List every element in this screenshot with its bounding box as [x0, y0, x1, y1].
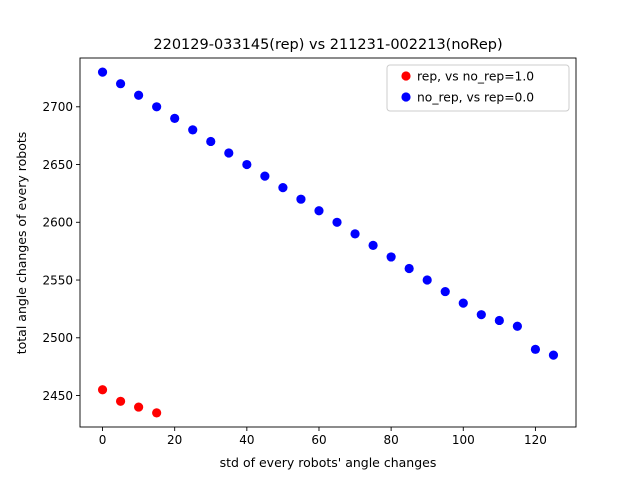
legend-marker-series-0: [401, 71, 411, 81]
data-point-series-1: [386, 252, 396, 262]
data-point-series-0: [115, 396, 126, 406]
x-tick-label: 60: [311, 433, 326, 447]
data-point-series-1: [152, 102, 162, 112]
data-point-series-1: [440, 286, 450, 297]
x-axis-label: std of every robots' angle changes: [220, 455, 437, 470]
data-point-series-1: [512, 321, 522, 331]
data-point-series-1: [422, 275, 432, 285]
y-axis-label: total angle changes of every robots: [14, 132, 29, 355]
data-point-series-1: [224, 148, 234, 158]
data-point-series-1: [530, 344, 541, 354]
chart-title: 220129-033145(rep) vs 211231-002213(noRe…: [153, 37, 502, 53]
data-point-series-1: [97, 67, 108, 77]
data-point-series-1: [350, 229, 360, 239]
data-point-series-1: [242, 159, 252, 170]
data-point-series-1: [404, 263, 414, 274]
data-point-series-1: [314, 206, 324, 216]
data-point-series-1: [134, 90, 144, 100]
data-point-series-1: [170, 113, 180, 123]
data-point-series-1: [494, 315, 504, 326]
x-tick-label: 80: [383, 433, 398, 447]
legend-marker-series-1: [401, 92, 411, 102]
data-point-series-1: [332, 217, 342, 227]
legend-label-series-1: no_rep, vs rep=0.0: [417, 91, 534, 105]
y-tick-label: 2700: [42, 100, 73, 114]
x-tick-label: 20: [167, 433, 182, 447]
x-tick-label: 0: [99, 433, 107, 447]
y-tick-label: 2650: [42, 158, 73, 172]
y-tick-label: 2550: [42, 273, 73, 287]
y-tick-label: 2450: [42, 389, 73, 403]
y-tick-label: 2600: [42, 216, 73, 230]
data-point-series-1: [206, 136, 216, 147]
x-tick-label: 40: [239, 433, 254, 447]
data-point-series-1: [368, 240, 378, 250]
data-point-series-1: [278, 183, 288, 193]
axes-frame: [79, 57, 577, 428]
data-point-series-0: [152, 408, 162, 418]
legend-box: [386, 64, 570, 112]
data-point-series-1: [115, 79, 126, 89]
data-point-series-1: [188, 125, 198, 135]
legend-label-series-0: rep, vs no_rep=1.0: [417, 70, 534, 84]
data-point-series-0: [134, 402, 144, 412]
legend: rep, vs no_rep=1.0 no_rep, vs rep=0.0: [386, 64, 570, 112]
data-point-series-1: [458, 298, 468, 308]
plot-area: 0 20 40 60 80 100 120 2450 2500 2550 2600 2650 2700: [42, 57, 577, 447]
data-point-series-1: [296, 194, 306, 204]
data-point-series-1: [548, 350, 559, 360]
data-point-series-0: [97, 385, 108, 395]
data-point-series-1: [476, 310, 486, 320]
x-tick-label: 120: [524, 433, 547, 447]
x-tick-label: 100: [452, 433, 475, 447]
data-point-series-1: [260, 171, 270, 181]
y-tick-label: 2500: [42, 331, 73, 345]
